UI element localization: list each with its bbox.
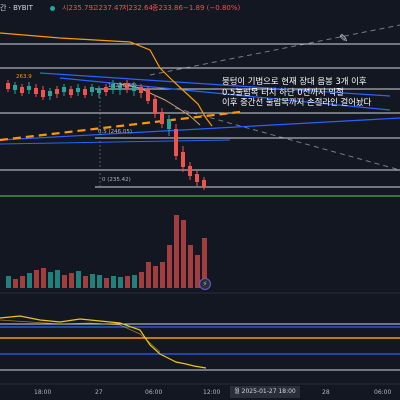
volume-bar <box>34 270 39 288</box>
candle[interactable] <box>97 89 101 93</box>
candle[interactable] <box>104 87 108 92</box>
volume-bar <box>27 273 32 288</box>
volume-bar <box>90 274 95 288</box>
volume-bar <box>167 245 172 288</box>
candle[interactable] <box>195 174 199 182</box>
change-value: −1.89 (−0.80%) <box>183 4 241 12</box>
volume-bar <box>55 270 60 288</box>
blue-trendline-3[interactable] <box>0 117 400 141</box>
volume-bar <box>69 273 74 288</box>
time-tick: 06:00 <box>145 389 163 396</box>
candle[interactable] <box>69 89 73 95</box>
crosshair-time-text: 월 2025-01-27 18:00 <box>234 388 296 395</box>
volume-bar <box>202 238 207 288</box>
blue-trendline-2[interactable] <box>59 77 391 111</box>
volume-bar <box>195 255 200 288</box>
candle[interactable] <box>118 85 122 90</box>
candle[interactable] <box>181 152 185 167</box>
volume-bar <box>62 275 67 288</box>
blue-trendline-1[interactable] <box>39 72 391 97</box>
candle[interactable] <box>48 91 52 96</box>
candle[interactable] <box>6 83 10 89</box>
volume-bar <box>6 276 11 288</box>
fib-label-05: 0.5 (246.05) <box>98 129 133 135</box>
volume-bar <box>41 268 46 288</box>
time-tick: 06:00 <box>374 389 392 396</box>
annotation-line-3[interactable]: 이후 중간선 눌림목까지 손절라인 걸어놨다 <box>222 97 372 107</box>
volume-bar <box>125 276 130 288</box>
candle[interactable] <box>41 90 45 97</box>
time-tick: 27 <box>95 389 103 396</box>
candle[interactable] <box>153 99 157 114</box>
high-value: 고237.47 <box>92 4 123 12</box>
volume-bar <box>146 262 151 288</box>
volume-bar <box>118 277 123 288</box>
volume-bar <box>181 220 186 288</box>
candle[interactable] <box>188 166 192 176</box>
symbol-label[interactable]: 간 · BYBIT <box>0 4 33 12</box>
volume-bar <box>48 272 53 288</box>
fib-label-1: 1 (256.48) <box>108 83 137 89</box>
open-value: 시235.79 <box>62 4 93 12</box>
candle[interactable] <box>132 86 136 91</box>
candle[interactable] <box>62 87 66 92</box>
volume-bar <box>153 266 158 288</box>
pencil-icon[interactable]: ✎ <box>339 32 349 45</box>
volume-bar <box>104 278 109 288</box>
candle[interactable] <box>111 84 115 90</box>
volume-bar <box>111 276 116 288</box>
candle[interactable] <box>34 88 38 94</box>
candle[interactable] <box>83 89 87 95</box>
annotation-line-1[interactable]: 뭉텅이 기법으로 현재 장대 음봉 3개 이후 <box>222 76 367 86</box>
candle[interactable] <box>125 83 129 89</box>
gray-dashed-trendline[interactable] <box>149 24 400 76</box>
candle[interactable] <box>27 86 31 90</box>
market-status-icon <box>50 6 55 11</box>
volume-bar <box>97 275 102 288</box>
candle[interactable] <box>55 89 59 94</box>
orange-moving-average[interactable] <box>0 32 213 127</box>
orange-dashed-trendline[interactable] <box>0 110 241 142</box>
time-tick: 18:00 <box>34 389 52 396</box>
volume-bar <box>13 279 18 288</box>
candle[interactable] <box>174 129 178 156</box>
candle[interactable] <box>167 119 171 129</box>
candle[interactable] <box>90 87 94 92</box>
fib-label-top: 263.9 <box>16 74 32 80</box>
annotation-line-2[interactable]: 0.5눌림목 터치 하단 0선까지 익절 <box>222 87 344 97</box>
low-value: 저232.64 <box>122 4 153 12</box>
candle[interactable] <box>202 180 206 187</box>
gray-dashed-trendline-lower[interactable] <box>174 107 400 171</box>
volume-bar <box>188 245 193 288</box>
fib-label-0: 0 (235.42) <box>102 177 131 183</box>
crosshair-time-label: 월 2025-01-27 18:00 <box>230 386 300 398</box>
candle[interactable] <box>160 112 164 124</box>
candle[interactable] <box>139 87 143 93</box>
time-tick: 28 <box>322 389 330 396</box>
volume-bar <box>139 272 144 288</box>
volume-bar <box>160 262 165 288</box>
blue-trendline-4[interactable] <box>0 139 231 145</box>
volume-bar <box>76 271 81 288</box>
time-tick: 12:00 <box>203 389 221 396</box>
indicator-yellow-line-2 <box>0 319 161 353</box>
candles[interactable] <box>6 80 206 190</box>
volume-bars <box>6 215 207 288</box>
volume-bar <box>83 276 88 288</box>
tradingview-logo-icon[interactable]: ⚡ <box>199 278 211 290</box>
volume-bar <box>174 215 179 288</box>
candle[interactable] <box>13 85 17 90</box>
volume-bar <box>20 276 25 288</box>
candle[interactable] <box>146 89 150 101</box>
indicator-yellow-line <box>0 315 207 369</box>
close-value: 종233.86 <box>152 4 183 12</box>
volume-bar <box>132 275 137 288</box>
candle[interactable] <box>76 88 80 92</box>
ohlc-header: 간 · BYBIT 시235.79 고237.47 저232.64 종233.8… <box>0 0 400 16</box>
candle[interactable] <box>20 87 24 93</box>
